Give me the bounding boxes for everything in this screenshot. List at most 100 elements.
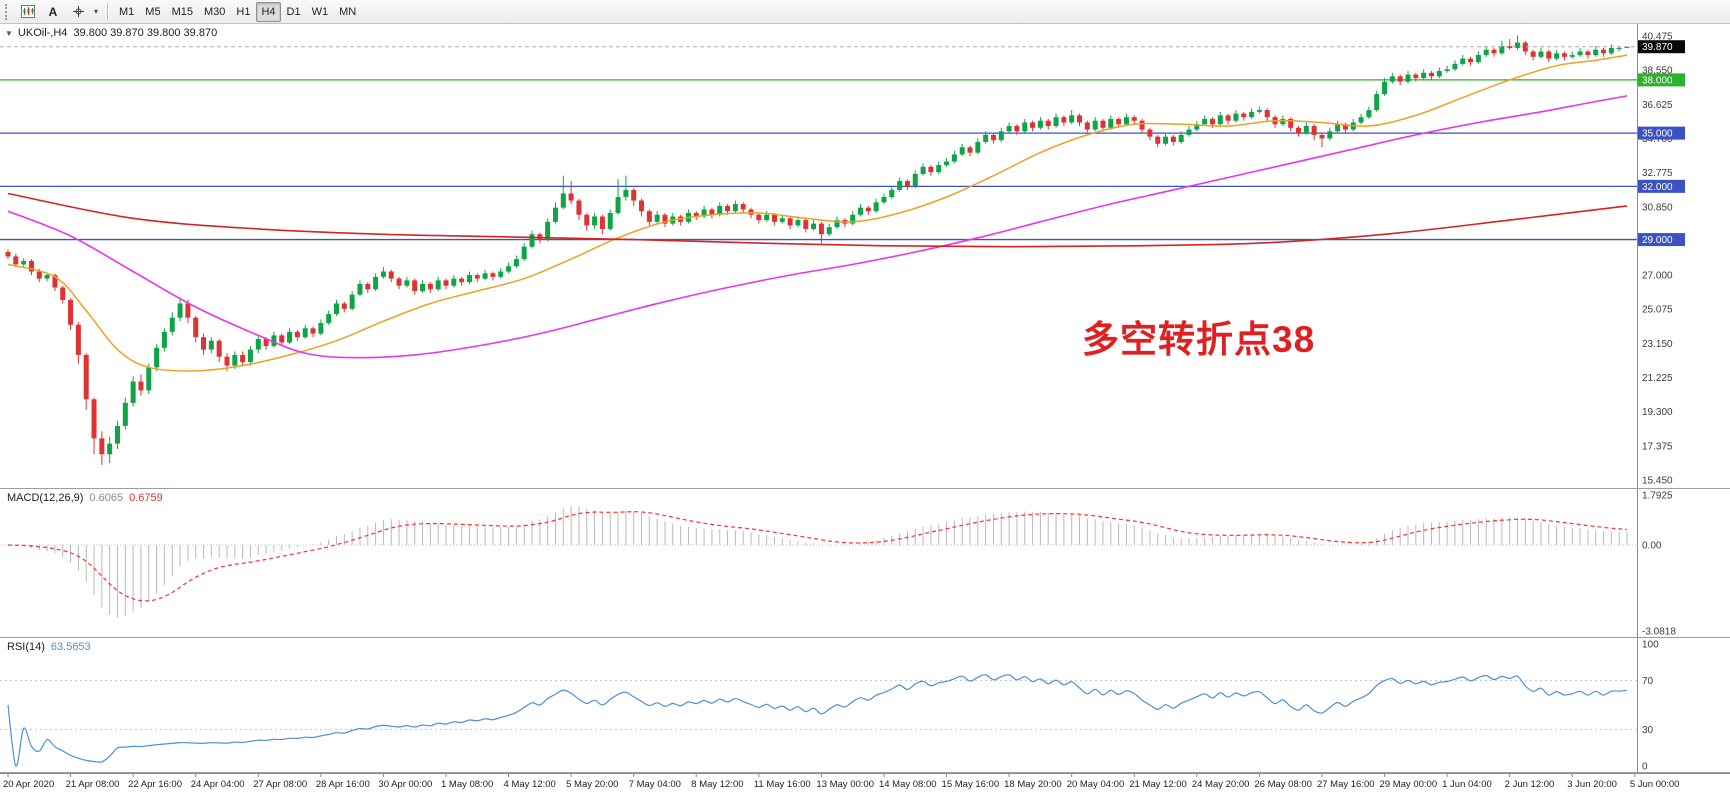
rsi-name: RSI(14) bbox=[7, 641, 45, 653]
ma-line-medium-magenta[interactable] bbox=[7, 95, 1628, 359]
time-axis-label: 22 Apr 16:00 bbox=[128, 779, 182, 790]
toolbar-grip[interactable] bbox=[5, 3, 11, 20]
price-tick-label: 40.475 bbox=[1642, 31, 1673, 42]
time-axis-label: 4 May 12:00 bbox=[504, 779, 556, 790]
time-axis-label: 11 May 16:00 bbox=[754, 779, 811, 790]
level-badge-label: 32.000 bbox=[1642, 182, 1673, 193]
time-axis-canvas[interactable]: 20 Apr 2020 21 Apr 08:00 22 Apr 16:00 24 Ap… bbox=[0, 773, 1730, 792]
mini-chart-icon bbox=[21, 5, 35, 18]
tool-dropdown-caret[interactable]: ▾ bbox=[91, 2, 101, 22]
macd-canvas[interactable]: 1.7925 0.00 -3.0818 bbox=[0, 489, 1730, 637]
time-axis-label: 14 May 08:00 bbox=[879, 779, 937, 790]
timeframe-h1-button[interactable]: H1 bbox=[231, 2, 255, 22]
time-axis-label: 30 Apr 00:00 bbox=[378, 779, 432, 790]
time-axis-label: 5 Jun 00:00 bbox=[1630, 779, 1680, 790]
time-axis-label: 21 Apr 08:00 bbox=[66, 779, 120, 790]
time-axis-label: 29 May 00:00 bbox=[1380, 779, 1438, 790]
text-tool-button[interactable]: A bbox=[41, 2, 65, 22]
time-axis-label: 5 May 20:00 bbox=[566, 779, 618, 790]
time-axis-label: 7 May 04:00 bbox=[629, 779, 681, 790]
macd-tick-label: -3.0818 bbox=[1642, 627, 1676, 638]
time-axis-label: 24 Apr 04:00 bbox=[191, 779, 245, 790]
macd-tick-label: 1.7925 bbox=[1642, 491, 1673, 502]
time-axis-label: 2 Jun 12:00 bbox=[1505, 779, 1555, 790]
chart-annotation-text[interactable]: 多空转折点38 bbox=[1082, 319, 1316, 360]
rsi-tick-label: 30 bbox=[1642, 725, 1654, 736]
rsi-line bbox=[7, 674, 1628, 767]
timeframe-w1-button[interactable]: W1 bbox=[307, 2, 334, 22]
ma-line-slow-red[interactable] bbox=[7, 192, 1628, 248]
rsi-value: 63.5653 bbox=[50, 641, 91, 653]
time-axis-label: 18 May 20:00 bbox=[1004, 779, 1062, 790]
time-axis-label: 24 May 20:00 bbox=[1192, 779, 1250, 790]
current-price-badge bbox=[1638, 40, 1685, 54]
price-chart-panel[interactable]: 40.47538.55036.62534.70032.77530.85027.0… bbox=[0, 24, 1730, 488]
rsi-tick-label: 70 bbox=[1642, 676, 1654, 687]
macd-value-main: 0.6065 bbox=[89, 492, 124, 504]
timeframe-m15-button[interactable]: M15 bbox=[167, 2, 198, 22]
rsi-label: RSI(14) 63.5653 bbox=[7, 641, 91, 653]
price-tick-label: 17.375 bbox=[1642, 441, 1673, 452]
macd-name: MACD(12,26,9) bbox=[7, 492, 84, 504]
level-badge-32.000 bbox=[1638, 179, 1685, 193]
price-chart-canvas[interactable]: 40.47538.55036.62534.70032.77530.85027.0… bbox=[0, 24, 1730, 488]
price-tick-label: 38.550 bbox=[1642, 66, 1673, 77]
rsi-tick-label: 100 bbox=[1642, 640, 1659, 651]
time-axis-label: 27 May 16:00 bbox=[1317, 779, 1375, 790]
rsi-canvas[interactable]: 100 70 30 0 bbox=[0, 638, 1730, 772]
symbol-period-label: UKOil-,H4 bbox=[17, 27, 68, 39]
price-tick-label: 23.150 bbox=[1642, 339, 1673, 350]
chart-window-icon[interactable] bbox=[16, 2, 40, 22]
level-badge-38.000 bbox=[1638, 73, 1685, 87]
macd-value-signal: 0.6759 bbox=[129, 492, 163, 504]
ohlc-quote-label: 39.800 39.870 39.800 39.870 bbox=[73, 27, 218, 39]
timeframe-h4-button[interactable]: H4 bbox=[256, 1, 281, 22]
time-axis-label: 15 May 16:00 bbox=[942, 779, 1000, 790]
price-tick-label: 36.625 bbox=[1642, 100, 1673, 111]
macd-tick-label: 0.00 bbox=[1642, 541, 1662, 552]
one-click-collapse-icon[interactable]: ▼ bbox=[5, 28, 13, 38]
time-axis-label: 21 May 12:00 bbox=[1129, 779, 1187, 790]
level-badge-label: 35.000 bbox=[1642, 129, 1673, 140]
level-badge-label: 29.000 bbox=[1642, 235, 1673, 246]
toolbar-separator bbox=[107, 3, 108, 20]
time-axis-label: 27 Apr 08:00 bbox=[253, 779, 307, 790]
time-axis[interactable]: 20 Apr 2020 21 Apr 08:00 22 Apr 16:00 24 Ap… bbox=[0, 772, 1730, 792]
level-badge-29.000 bbox=[1638, 233, 1685, 247]
time-axis-label: 20 Apr 2020 bbox=[3, 779, 54, 790]
timeframe-m5-button[interactable]: M5 bbox=[140, 2, 165, 22]
current-price-badge-label: 39.870 bbox=[1642, 42, 1673, 53]
macd-signal-line bbox=[7, 511, 1628, 602]
price-tick-label: 19.300 bbox=[1642, 407, 1673, 418]
price-tick-label: 30.850 bbox=[1642, 202, 1673, 213]
macd-label: MACD(12,26,9) 0.6065 0.6759 bbox=[7, 492, 163, 504]
crosshair-tool-button[interactable] bbox=[66, 2, 90, 22]
price-tick-label: 15.450 bbox=[1642, 476, 1673, 487]
level-badge-label: 38.000 bbox=[1642, 75, 1673, 86]
price-tick-label: 27.000 bbox=[1642, 271, 1673, 282]
rsi-tick-label: 0 bbox=[1642, 761, 1648, 772]
price-tick-label: 21.225 bbox=[1642, 373, 1673, 384]
time-axis-label: 28 Apr 16:00 bbox=[316, 779, 370, 790]
macd-panel[interactable]: 1.7925 0.00 -3.0818 MACD(12,26,9) 0.6065 0… bbox=[0, 488, 1730, 637]
time-axis-label: 13 May 00:00 bbox=[816, 779, 874, 790]
time-axis-label: 1 Jun 04:00 bbox=[1442, 779, 1492, 790]
timeframe-d1-button[interactable]: D1 bbox=[282, 2, 306, 22]
price-tick-label: 32.775 bbox=[1642, 168, 1673, 179]
candlesticks bbox=[5, 35, 1630, 465]
chart-title: ▼ UKOil-,H4 39.800 39.870 39.800 39.870 bbox=[5, 27, 217, 39]
ma-line-fast-orange[interactable] bbox=[7, 54, 1628, 372]
price-tick-label: 25.075 bbox=[1642, 305, 1673, 316]
timeframe-mn-button[interactable]: MN bbox=[334, 2, 361, 22]
rsi-panel[interactable]: 100 70 30 0 RSI(14) 63.5653 bbox=[0, 637, 1730, 772]
time-axis-label: 26 May 08:00 bbox=[1254, 779, 1312, 790]
timeframe-m1-button[interactable]: M1 bbox=[114, 2, 139, 22]
crosshair-icon bbox=[72, 6, 84, 17]
time-axis-label: 3 Jun 20:00 bbox=[1567, 779, 1617, 790]
time-axis-label: 20 May 04:00 bbox=[1067, 779, 1125, 790]
level-badge-35.000 bbox=[1638, 126, 1685, 140]
toolbar: A ▾ M1 M5 M15 M30 H1 H4 D1 W1 MN bbox=[0, 0, 1730, 24]
timeframe-m30-button[interactable]: M30 bbox=[199, 2, 230, 22]
time-axis-label: 8 May 12:00 bbox=[691, 779, 743, 790]
